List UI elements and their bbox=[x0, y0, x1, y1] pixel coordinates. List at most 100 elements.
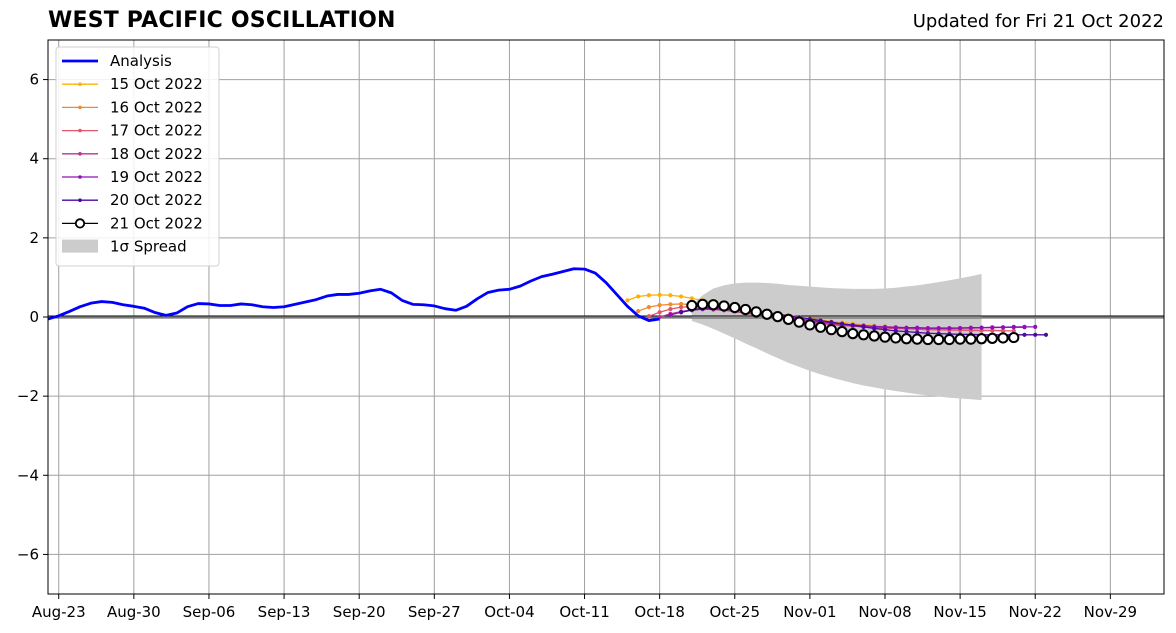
legend-label: 17 Oct 2022 bbox=[110, 122, 203, 140]
x-tick-label: Sep-20 bbox=[333, 603, 386, 621]
x-tick-label: Nov-08 bbox=[858, 603, 911, 621]
data-point bbox=[997, 332, 1009, 344]
data-point bbox=[947, 325, 952, 331]
data-point bbox=[936, 325, 941, 331]
data-point bbox=[646, 293, 652, 298]
data-point bbox=[1000, 328, 1006, 333]
data-point bbox=[689, 296, 694, 301]
legend-item: 21 Oct 2022 bbox=[62, 214, 203, 232]
legend: Analysis 15 Oct 2022 16 Oct 2022 17 Oct 202… bbox=[55, 46, 220, 267]
data-point bbox=[890, 332, 902, 344]
legend-label: 20 Oct 2022 bbox=[110, 191, 203, 209]
data-point bbox=[904, 329, 909, 334]
x-tick-label: Oct-04 bbox=[484, 603, 534, 621]
data-point bbox=[707, 299, 719, 311]
data-point bbox=[922, 333, 934, 346]
legend-label: 1σ Spread bbox=[110, 238, 187, 256]
x-tick-label: Oct-18 bbox=[634, 603, 684, 621]
data-point bbox=[986, 332, 998, 344]
data-point bbox=[893, 328, 898, 333]
data-point bbox=[718, 300, 730, 312]
legend-marker bbox=[78, 128, 82, 133]
x-tick-label: Nov-22 bbox=[1009, 603, 1062, 621]
data-point bbox=[861, 324, 866, 329]
data-point bbox=[657, 292, 662, 297]
legend-box bbox=[55, 46, 220, 267]
x-tick-label: Aug-23 bbox=[32, 603, 86, 621]
data-point bbox=[646, 314, 652, 319]
legend-item: 15 Oct 2022 bbox=[62, 75, 203, 93]
data-point bbox=[933, 333, 945, 346]
updated-date: Updated for Fri 21 Oct 2022 bbox=[912, 11, 1164, 32]
data-point bbox=[1011, 324, 1016, 329]
legend-item: 19 Oct 2022 bbox=[62, 168, 203, 186]
data-point bbox=[668, 312, 673, 318]
legend-marker bbox=[74, 218, 86, 229]
data-point bbox=[793, 316, 805, 328]
data-point bbox=[679, 310, 684, 315]
legend-label: 16 Oct 2022 bbox=[110, 98, 203, 116]
analysis-line bbox=[47, 267, 660, 322]
x-tick-label: Oct-11 bbox=[559, 603, 609, 621]
data-point bbox=[879, 331, 891, 343]
y-tick-label: 2 bbox=[29, 229, 39, 247]
legend-label: 19 Oct 2022 bbox=[110, 168, 203, 186]
data-point bbox=[625, 298, 630, 303]
x-tick-label: Nov-15 bbox=[933, 603, 986, 621]
data-point bbox=[668, 306, 673, 312]
y-tick-label: −6 bbox=[17, 545, 39, 563]
data-point bbox=[1022, 332, 1027, 337]
data-point bbox=[958, 325, 963, 331]
data-point bbox=[954, 333, 966, 345]
data-point bbox=[668, 302, 673, 307]
x-tick-label: Nov-01 bbox=[783, 603, 836, 621]
data-point bbox=[1008, 331, 1020, 344]
data-point bbox=[729, 301, 741, 314]
x-tick-label: Sep-13 bbox=[258, 603, 311, 621]
legend-item: 18 Oct 2022 bbox=[62, 145, 203, 163]
legend-label: Analysis bbox=[110, 52, 172, 70]
data-point bbox=[979, 325, 984, 330]
legend-marker bbox=[78, 105, 82, 110]
data-point bbox=[847, 328, 859, 340]
data-point bbox=[750, 306, 762, 318]
data-point bbox=[636, 308, 641, 314]
data-point bbox=[836, 326, 848, 338]
legend-item: Analysis bbox=[62, 52, 172, 70]
x-tick-label: Sep-27 bbox=[408, 603, 461, 621]
data-point bbox=[782, 313, 795, 325]
data-point bbox=[804, 319, 816, 331]
y-tick-label: −2 bbox=[17, 387, 39, 405]
data-point bbox=[696, 298, 709, 310]
analysis-series bbox=[47, 267, 660, 322]
data-point bbox=[872, 326, 877, 331]
data-point bbox=[868, 330, 880, 342]
data-point bbox=[925, 325, 931, 331]
x-tick-label: Aug-30 bbox=[107, 603, 161, 621]
data-point bbox=[943, 333, 955, 346]
data-point bbox=[679, 305, 684, 310]
data-point bbox=[900, 333, 913, 345]
spread-band bbox=[691, 273, 982, 401]
y-tick-label: 6 bbox=[29, 71, 39, 89]
forecast-series bbox=[625, 292, 1049, 346]
data-point bbox=[815, 321, 827, 333]
data-point bbox=[1033, 324, 1038, 329]
data-point bbox=[882, 327, 888, 332]
series-f21 bbox=[686, 298, 1020, 346]
x-tick-label: Sep-06 bbox=[183, 603, 236, 621]
legend-marker bbox=[78, 175, 82, 179]
data-point bbox=[1022, 324, 1027, 329]
data-point bbox=[911, 333, 923, 345]
y-axis-ticks: −6 −4 −2 0 2 4 6 bbox=[17, 71, 48, 563]
data-point bbox=[657, 303, 662, 308]
legend-item: 1σ Spread bbox=[62, 238, 187, 256]
y-tick-label: 0 bbox=[29, 308, 39, 326]
data-point bbox=[975, 333, 988, 345]
legend-marker bbox=[78, 198, 82, 202]
legend-label: 15 Oct 2022 bbox=[110, 75, 203, 93]
legend-marker bbox=[78, 82, 82, 86]
data-point bbox=[893, 325, 898, 330]
data-point bbox=[739, 303, 752, 316]
